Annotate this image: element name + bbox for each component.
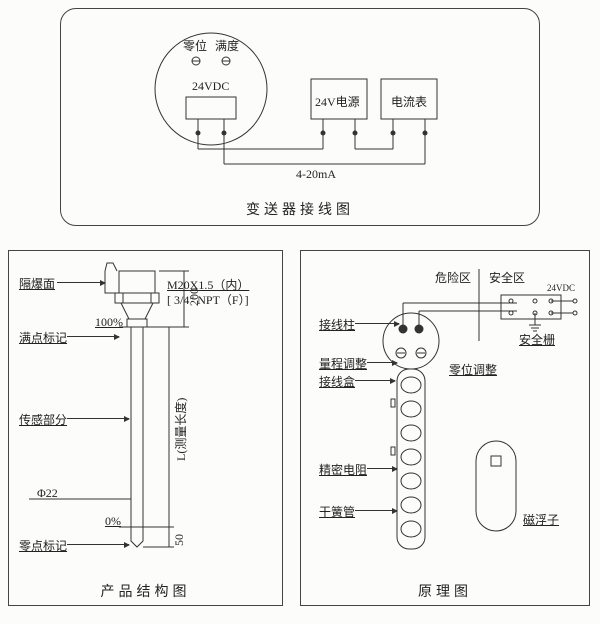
barrier-label: 安全栅 bbox=[519, 331, 555, 348]
voltage-label: 24VDC bbox=[192, 79, 229, 94]
principle-title: 原理图 bbox=[301, 581, 589, 601]
h50-label: 50 bbox=[172, 534, 187, 546]
zero-label: 零位 bbox=[183, 37, 207, 54]
range-adj-label: 量程调整 bbox=[319, 355, 367, 372]
fullmark-label: 满点标记 bbox=[19, 329, 67, 346]
principle-svg bbox=[301, 251, 591, 607]
structure-panel: 隔爆面 M20X1.5（内） [ 3/4" NPT（F）] 满点标记 100% … bbox=[8, 250, 283, 606]
wiring-diagram-panel: 零位 满度 24VDC 24V电源 电流表 4-20mA 变送器接线图 bbox=[60, 8, 540, 226]
explosion-face-label: 隔爆面 bbox=[19, 275, 55, 292]
reed-label: 干簧管 bbox=[319, 503, 355, 520]
sensor-label: 传感部分 bbox=[19, 411, 67, 428]
psu-box-label: 24V电源 bbox=[315, 93, 360, 110]
pct0-label: 0% bbox=[105, 514, 121, 529]
danger-zone-label: 危险区 bbox=[435, 269, 471, 286]
signal-label: 4-20mA bbox=[296, 167, 336, 182]
structure-title: 产品结构图 bbox=[9, 581, 282, 601]
resistor-arrow bbox=[367, 468, 397, 469]
jbox-arrow bbox=[355, 380, 395, 381]
full-label: 满度 bbox=[215, 37, 239, 54]
zeromark-label: 零点标记 bbox=[19, 537, 67, 554]
sensor-arrow bbox=[67, 418, 129, 419]
wiring-svg bbox=[61, 9, 541, 227]
float-label: 磁浮子 bbox=[523, 511, 559, 528]
dia-label: Φ22 bbox=[37, 486, 58, 501]
safe-zone-label: 安全区 bbox=[489, 269, 525, 286]
h200-label: 200 bbox=[187, 288, 202, 306]
reed-arrow bbox=[355, 510, 397, 511]
fullmark-arrow bbox=[67, 336, 119, 337]
terminal-arrow bbox=[355, 323, 399, 324]
zero-adj-label: 零位调整 bbox=[449, 361, 497, 378]
explosion-arrow bbox=[57, 282, 105, 283]
principle-panel: 危险区 安全区 24VDC 安全栅 接线柱 量程调整 零位调整 接线盒 精密电阻… bbox=[300, 250, 590, 606]
wiring-title: 变送器接线图 bbox=[61, 199, 539, 219]
terminal-label: 接线柱 bbox=[319, 316, 355, 333]
pct100-label: 100% bbox=[95, 315, 123, 330]
right-voltage-label: 24VDC bbox=[547, 283, 575, 293]
resistor-label: 精密电阻 bbox=[319, 461, 367, 478]
zeromark-arrow bbox=[67, 544, 129, 545]
ammeter-box-label: 电流表 bbox=[391, 93, 427, 110]
hL-label: L(测量长度) bbox=[172, 398, 189, 461]
range-arrow bbox=[367, 362, 397, 363]
thread2-label: [ 3/4" NPT（F）] bbox=[167, 291, 249, 308]
jbox-label: 接线盒 bbox=[319, 373, 355, 390]
